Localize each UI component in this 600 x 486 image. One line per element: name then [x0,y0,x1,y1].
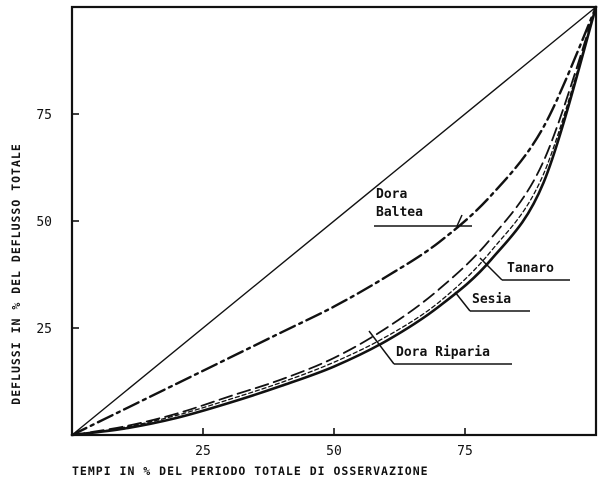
label-leader-line [454,291,471,312]
series-line-dora-riparia [71,6,597,436]
y-tick-label: 75 [36,108,52,123]
x-axis-title: TEMPI IN % DEL PERIODO TOTALE DI OSSERVA… [72,464,429,478]
y-tick-label: 25 [36,322,52,337]
series-line-reference-diagonal [71,6,597,436]
label-leader-line [456,214,463,227]
label-leader-line [479,257,503,281]
series-label-dora-baltea: Dora [376,187,407,202]
series-line-sesia [70,5,598,437]
x-tick-label: 75 [457,444,473,459]
series-line-tanaro [71,6,597,436]
series-line-dora-baltea [70,5,598,437]
series-label-dora-riparia: Dora Riparia [396,345,490,360]
label-leader-line [368,330,395,365]
series-label-tanaro: Tanaro [507,261,554,276]
series-label-sesia: Sesia [472,292,511,307]
y-axis-title: DEFLUSSI IN % DEL DEFLUSSO TOTALE [9,143,23,404]
series-label-dora-baltea: Baltea [376,205,423,220]
x-tick-label: 50 [326,444,342,459]
x-tick-label: 25 [195,444,211,459]
y-tick-label: 50 [36,215,52,230]
